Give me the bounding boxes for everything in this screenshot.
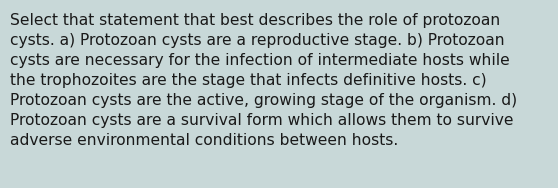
Text: Select that statement that best describes the role of protozoan
cysts. a) Protoz: Select that statement that best describe… bbox=[10, 13, 517, 148]
